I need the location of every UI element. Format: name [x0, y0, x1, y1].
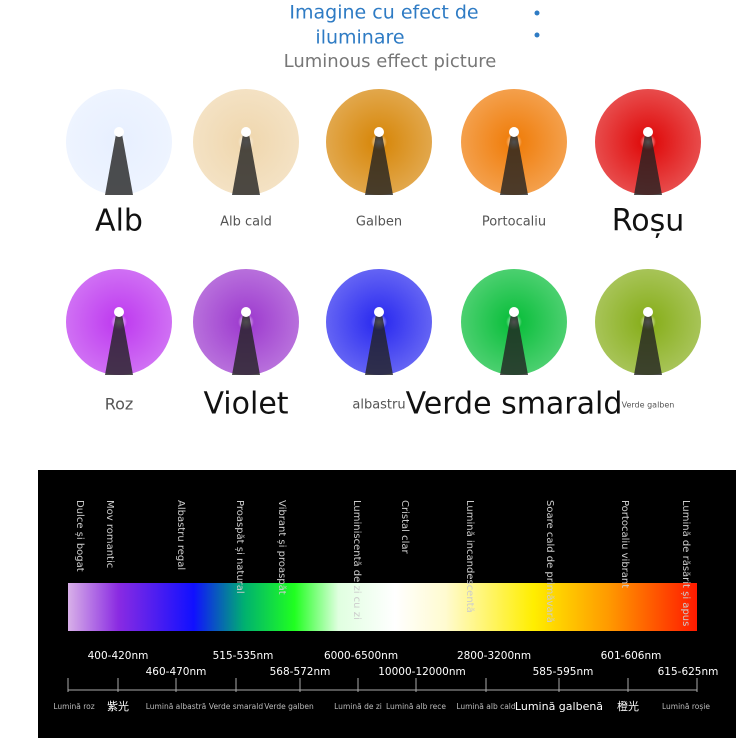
led-leg: [105, 314, 133, 375]
subtitle: Luminous effect picture: [284, 51, 497, 72]
wavelength: 615-625nm: [658, 666, 719, 678]
title: Imagine cu efect de: [289, 2, 478, 24]
led-chip: [241, 307, 251, 317]
wavelength: 585-595nm: [533, 666, 594, 678]
led-leg: [365, 314, 393, 375]
description: Lumină incandescentă: [464, 500, 475, 613]
led-label: Verde smarald: [406, 387, 623, 422]
led-leg: [500, 314, 528, 375]
led-leg: [634, 134, 662, 195]
led-label: Verde galben: [622, 401, 675, 410]
led-label: albastru: [352, 398, 405, 413]
led-chip: [374, 127, 384, 137]
spectrum-bar: [68, 583, 697, 631]
led-leg: [232, 314, 260, 375]
description: Portocaliu vibrant: [619, 500, 630, 588]
led-chip: [114, 307, 124, 317]
wavelength: 10000-12000nm: [378, 666, 465, 678]
light-name: 橙光: [617, 699, 639, 713]
description: Soare cald de primăvară: [544, 500, 555, 623]
description: Proaspăt și natural: [234, 500, 245, 594]
led-chip: [643, 127, 653, 137]
led-label: Violet: [203, 387, 288, 422]
led-label: Portocaliu: [482, 215, 546, 230]
description: Luminiscentă de zi cu zi: [351, 500, 362, 620]
description: Mov romantic: [104, 500, 115, 568]
led-label: Roșu: [612, 204, 685, 239]
bullet: [534, 10, 540, 16]
light-name: Lumină roșie: [662, 702, 710, 711]
wavelength: 568-572nm: [270, 666, 331, 678]
description: Albastru regal: [175, 500, 186, 570]
light-name: Lumină roz: [53, 702, 94, 711]
led-label: Alb: [95, 204, 143, 239]
led-leg: [365, 134, 393, 195]
wavelength: 515-535nm: [213, 650, 274, 662]
light-name: Lumină alb cald: [456, 702, 516, 711]
description: Cristal clar: [399, 500, 410, 554]
description: Vibrant și proaspăt: [276, 500, 287, 595]
led-leg: [105, 134, 133, 195]
led-leg: [232, 134, 260, 195]
led-chip: [509, 127, 519, 137]
light-name: Verde galben: [264, 702, 314, 711]
wavelength: 2800-3200nm: [457, 650, 531, 662]
wavelength: 400-420nm: [88, 650, 149, 662]
description: Lumină de răsărit și apus: [680, 500, 691, 626]
led-leg: [634, 314, 662, 375]
light-name: Lumină albastră: [146, 702, 207, 711]
led-chip: [509, 307, 519, 317]
led-label: Galben: [356, 215, 402, 230]
light-name: Verde smarald: [209, 702, 263, 711]
led-label: Alb cald: [220, 215, 272, 230]
wavelength: 460-470nm: [146, 666, 207, 678]
led-leg: [500, 134, 528, 195]
light-name: Lumină alb rece: [386, 702, 446, 711]
led-chip: [241, 127, 251, 137]
led-chip: [643, 307, 653, 317]
light-name: 紫光: [107, 699, 129, 713]
light-name: Lumină galbenă: [515, 700, 603, 713]
wavelength: 6000-6500nm: [324, 650, 398, 662]
title: iluminare: [315, 27, 404, 49]
led-chip: [114, 127, 124, 137]
light-name: Lumină de zi: [334, 702, 382, 711]
wavelength: 601-606nm: [601, 650, 662, 662]
led-label: Roz: [105, 395, 134, 414]
description: Dulce și bogat: [74, 500, 85, 572]
led-chip: [374, 307, 384, 317]
bullet: [534, 32, 540, 38]
